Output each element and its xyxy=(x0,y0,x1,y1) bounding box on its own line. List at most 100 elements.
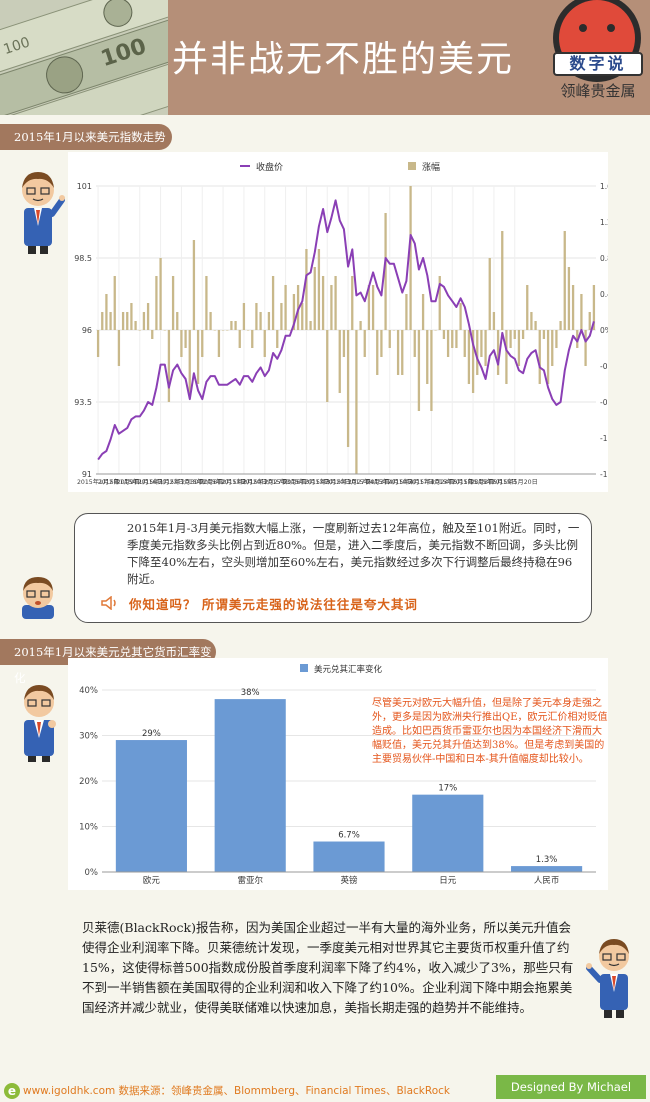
change-bar xyxy=(284,285,287,330)
businessman-thinking-icon xyxy=(24,685,56,762)
change-bar xyxy=(363,330,366,357)
legend-swatch-fx xyxy=(300,664,308,672)
change-bar xyxy=(459,303,462,330)
change-bar xyxy=(121,312,125,330)
change-bar xyxy=(442,330,446,339)
x-tick-label: 2015年4月10日 xyxy=(367,478,413,486)
legend-swatch-change xyxy=(408,162,416,170)
fx-change-chart-svg: 美元兑其汇率变化 40% 30% 20% 10% 0% 29% 欧元 38% 雷亚尔 6.7% 英镑 1… xyxy=(79,664,596,886)
y-right-tick-label: 1.2% xyxy=(600,218,608,227)
change-bar xyxy=(342,330,346,357)
change-bar xyxy=(517,330,521,366)
x-category-label: 欧元 xyxy=(143,875,161,886)
fx-data-label: 1.3% xyxy=(536,855,558,865)
designer-credit: Designed By Michael Wang xyxy=(496,1075,646,1099)
y-right-tick-label: 0% xyxy=(600,326,608,335)
change-bar xyxy=(501,231,504,330)
change-bar xyxy=(126,312,129,330)
y-tick-label: 40% xyxy=(79,686,98,696)
x-tick-label: 2015年3月6日 xyxy=(264,478,306,486)
change-bar xyxy=(109,312,112,330)
x-tick-label: 2015年4月17日 xyxy=(388,478,434,486)
change-bar xyxy=(101,312,104,330)
x-tick-label: 2015年5月1日 xyxy=(431,478,473,486)
change-bar xyxy=(213,330,216,331)
footer-source-text: www.igoldhk.com 数据来源：领峰贵金属、Blommberg、Fin… xyxy=(23,1085,450,1097)
change-bar xyxy=(196,330,200,384)
y-right-tick-label: -0.4% xyxy=(600,362,608,371)
change-bar xyxy=(113,276,116,330)
speech-box: 2015年1月-3月美元指数大幅上涨，一度刷新过去12年高位，触及至101附近。… xyxy=(74,513,592,623)
change-bar xyxy=(146,303,150,330)
change-bar xyxy=(321,276,325,330)
change-bar xyxy=(105,294,108,330)
change-bar xyxy=(296,285,300,330)
change-bar xyxy=(267,312,271,330)
change-bar xyxy=(209,312,212,330)
y-right-tick-label: 0.4% xyxy=(600,290,608,299)
did-you-know-text: 你知道吗？ 所谓美元走强的说法往往是夸大其词 xyxy=(129,597,418,612)
change-bar xyxy=(467,330,471,384)
change-bar xyxy=(259,312,262,330)
x-tick-label: 2015年2月20日 xyxy=(221,478,267,486)
change-bar xyxy=(313,267,316,330)
y-right-tick-label: 1.6% xyxy=(600,182,608,191)
x-tick-label: 2015年5月20日 xyxy=(492,478,538,486)
dollar-index-chart: 收盘价 涨幅 101 98.5 96 93.5 91 1.6% 1.2% 0.8% 0.4% 0% -0… xyxy=(68,152,622,492)
footer-source[interactable]: e www.igoldhk.com 数据来源：领峰贵金属、Blommberg、Fi… xyxy=(4,1083,450,1099)
change-bar xyxy=(509,330,512,348)
change-bar xyxy=(417,330,421,411)
y-left-tick-label: 101 xyxy=(77,182,92,191)
change-bar xyxy=(251,330,254,348)
change-bar xyxy=(263,330,266,357)
y-left-tick-label: 91 xyxy=(82,470,92,479)
change-bar xyxy=(538,330,541,384)
change-bar xyxy=(484,330,487,366)
change-bar xyxy=(138,330,141,331)
change-bar xyxy=(334,276,337,330)
change-bar xyxy=(155,276,158,330)
change-bar xyxy=(380,330,383,357)
change-bar xyxy=(230,321,233,330)
change-bar xyxy=(401,330,404,375)
y-tick-label: 10% xyxy=(79,823,98,833)
y-right-tick-label: -1.2% xyxy=(600,434,608,443)
change-bar xyxy=(530,312,533,330)
change-bar xyxy=(488,258,491,330)
change-bar xyxy=(96,330,100,357)
page-title: 并非战无不胜的美元 xyxy=(172,39,515,80)
change-bar xyxy=(592,285,596,330)
svg-text:100: 100 xyxy=(2,35,32,58)
change-bar xyxy=(388,330,391,348)
change-bar xyxy=(326,330,329,402)
change-bar xyxy=(526,285,529,330)
section-tab-dollar-index: 2015年1月以来美元指数走势 xyxy=(0,124,172,150)
change-bar xyxy=(330,285,333,330)
change-bar xyxy=(471,330,475,393)
fx-data-label: 29% xyxy=(142,729,161,739)
change-bar xyxy=(242,303,246,330)
change-bar xyxy=(238,330,241,348)
change-bar xyxy=(563,231,566,330)
change-bar xyxy=(142,312,146,330)
fx-bar xyxy=(115,740,187,872)
change-bar xyxy=(221,330,225,331)
change-bar xyxy=(246,330,250,331)
change-bar xyxy=(367,285,371,330)
x-tick-label: 2015年2月6日 xyxy=(181,478,223,486)
x-tick-label: 2015年2月27日 xyxy=(242,478,288,486)
x-tick-label: 2015年1月16日 xyxy=(117,478,163,486)
change-bar xyxy=(217,330,221,357)
change-bar xyxy=(521,330,525,339)
change-bar xyxy=(546,330,550,384)
fx-change-chart: 美元兑其汇率变化 40% 30% 20% 10% 0% 29% 欧元 38% 雷亚尔 6.7% 英镑 1… xyxy=(68,658,608,890)
legend-label-fx: 美元兑其汇率变化 xyxy=(314,664,383,675)
change-bar xyxy=(346,330,350,447)
change-bar xyxy=(451,330,454,348)
change-bar xyxy=(255,303,258,330)
dollar-index-note: 2015年1月-3月美元指数大幅上涨，一度刷新过去12年高位，触及至101附近。… xyxy=(127,521,580,586)
change-bar xyxy=(351,276,354,330)
change-bar xyxy=(184,330,187,348)
change-bar xyxy=(151,330,154,339)
dollar-index-chart-svg: 收盘价 涨幅 101 98.5 96 93.5 91 1.6% 1.2% 0.8% 0.4% 0% -0… xyxy=(74,161,622,486)
